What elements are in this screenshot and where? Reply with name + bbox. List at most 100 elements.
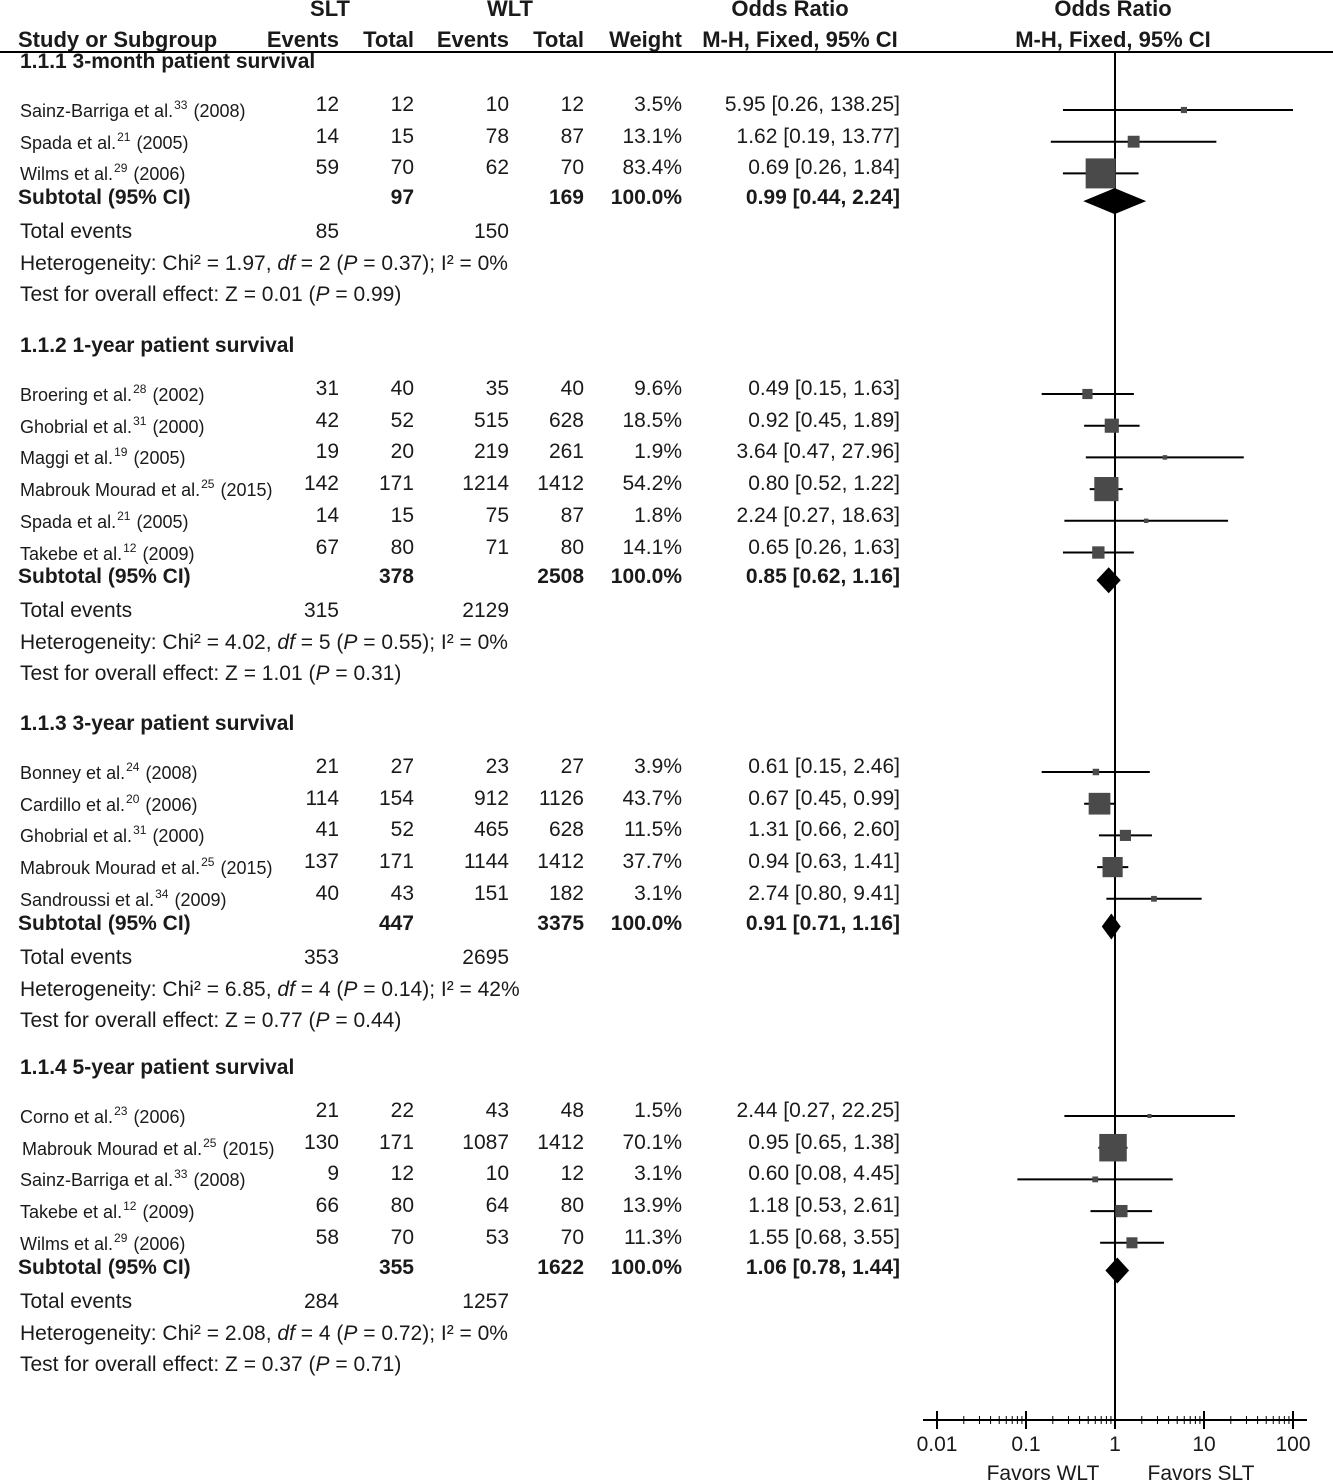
- study-reference: 20: [126, 791, 140, 806]
- weight-cell: 1.9%: [634, 440, 682, 464]
- odds-ratio-cell: 0.49 [0.15, 1.63]: [748, 377, 900, 400]
- subtotal-diamond: [1096, 567, 1121, 594]
- overall-effect-stat: Test for overall effect: Z = 0.37 (P = 0…: [20, 1353, 401, 1377]
- study-year: (2015): [220, 480, 273, 501]
- study-label: Ghobrial et al.31 (2000): [20, 409, 204, 439]
- slt-total-cell: 80: [390, 535, 414, 559]
- study-marker: [1092, 768, 1100, 776]
- study-marker: [1092, 546, 1105, 559]
- odds-ratio-cell: 0.92 [0.45, 1.89]: [748, 408, 900, 432]
- overall-suffix: = 0.31): [329, 662, 402, 686]
- total-events-wlt: 150: [473, 220, 509, 244]
- study-label: Broering et al.28 (2002): [20, 377, 204, 407]
- study-label: Spada et al.21 (2005): [20, 125, 188, 155]
- wlt-group-header: WLT: [486, 0, 533, 21]
- wlt-total-cell: 40: [560, 377, 584, 400]
- study-reference: 29: [114, 1230, 128, 1245]
- weight-cell: 3.1%: [634, 1162, 682, 1186]
- slt-events-cell: 21: [315, 755, 339, 778]
- study-marker: [1102, 857, 1123, 878]
- study-marker: [1088, 792, 1111, 815]
- wlt-total-cell: 182: [548, 881, 584, 905]
- heterogeneity-df: = 4 (: [294, 1321, 344, 1345]
- subtotal-slt-total: 355: [378, 1255, 414, 1279]
- study-reference: 19: [114, 445, 128, 460]
- heterogeneity-prefix: Heterogeneity: Chi² = 1.97,: [20, 252, 278, 276]
- study-marker: [1147, 1113, 1152, 1119]
- study-author: Wilms et al.: [20, 164, 114, 185]
- subtotal-label: Subtotal (95% CI): [18, 186, 191, 210]
- study-label: Wilms et al.29 (2006): [20, 156, 185, 186]
- study-year: (2006): [133, 1107, 186, 1127]
- study-year: (2009): [142, 1202, 195, 1223]
- slt-total-cell: 52: [390, 408, 414, 432]
- slt-events-cell: 130: [303, 1130, 339, 1154]
- subtotal-odds-ratio: 0.99 [0.44, 2.24]: [745, 186, 900, 210]
- favors-left-label: Favors WLT: [987, 1462, 1100, 1481]
- slt-events-cell: 14: [315, 503, 339, 527]
- odds-ratio-cell: 2.24 [0.27, 18.63]: [736, 503, 900, 527]
- slt-total-cell: 15: [390, 503, 414, 527]
- odds-ratio-cell: 0.65 [0.26, 1.63]: [748, 535, 900, 559]
- odds-ratio-cell: 0.94 [0.63, 1.41]: [748, 850, 900, 874]
- study-author: Sainz-Barriga et al.: [20, 1170, 174, 1191]
- study-label: Cardillo et al.20 (2006): [20, 787, 197, 817]
- study-author: Corno et al.: [20, 1107, 114, 1127]
- p-label: P: [315, 283, 330, 307]
- subtotal-weight: 100.0%: [610, 565, 682, 589]
- study-marker: [1082, 388, 1093, 400]
- slt-total-cell: 15: [390, 124, 414, 148]
- wlt-total-cell: 261: [548, 440, 584, 464]
- wlt-events-cell: 53: [485, 1225, 509, 1249]
- total-events-label: Total events: [20, 1289, 133, 1313]
- subtotal-weight: 100.0%: [610, 911, 682, 935]
- total-events-label: Total events: [20, 220, 133, 244]
- wlt-total-cell: 87: [560, 124, 584, 148]
- study-reference: 25: [201, 855, 215, 870]
- study-year: (2002): [152, 385, 205, 405]
- wlt-total-cell: 12: [560, 1162, 584, 1186]
- total-events-wlt: 1257: [462, 1289, 509, 1313]
- wlt-total-cell: 80: [560, 535, 584, 559]
- wlt-total-cell: 628: [548, 408, 584, 432]
- study-author: Spada et al.: [20, 511, 117, 532]
- subtotal-slt-total: 97: [390, 186, 414, 210]
- study-label: Corno et al.23 (2006): [20, 1099, 185, 1129]
- study-marker: [1115, 1204, 1128, 1218]
- study-author: Mabrouk Mourad et al.: [22, 1138, 203, 1159]
- weight-cell: 14.1%: [622, 535, 682, 559]
- slt-events-cell: 9: [327, 1162, 339, 1186]
- study-marker: [1151, 895, 1157, 902]
- study-marker: [1092, 1176, 1099, 1183]
- study-label: Ghobrial et al.31 (2000): [20, 818, 204, 848]
- subtotal-diamond: [1101, 913, 1121, 940]
- weight-cell: 11.3%: [624, 1225, 682, 1249]
- study-label: Takebe et al.12 (2009): [20, 1194, 194, 1224]
- slt-events-cell: 41: [315, 818, 339, 842]
- overall-effect-stat: Test for overall effect: Z = 0.01 (P = 0…: [20, 283, 401, 307]
- total-events-slt: 85: [315, 220, 339, 244]
- study-reference: 34: [155, 886, 169, 901]
- study-label: Mabrouk Mourad et al.25 (2015): [20, 850, 273, 880]
- heterogeneity-df: = 4 (: [294, 977, 344, 1001]
- wlt-events-cell: 219: [473, 440, 509, 464]
- total-events-label: Total events: [20, 945, 133, 969]
- wlt-events-cell: 515: [473, 408, 509, 432]
- study-reference: 33: [174, 98, 188, 112]
- subtotal-label: Subtotal (95% CI): [18, 911, 191, 935]
- subtotal-weight: 100.0%: [610, 1255, 682, 1279]
- or-method-header: M-H, Fixed, 95% CI: [702, 27, 898, 52]
- wlt-total-cell: 1126: [538, 786, 584, 810]
- study-year: (2015): [220, 858, 273, 879]
- study-year: (2005): [133, 448, 186, 469]
- p-label: P: [343, 631, 358, 655]
- study-year: (2006): [133, 164, 186, 185]
- heterogeneity-stat: Heterogeneity: Chi² = 2.08, df = 4 (P = …: [20, 1322, 508, 1346]
- total-events-slt: 315: [303, 599, 339, 623]
- wlt-total-cell: 628: [548, 818, 584, 842]
- subgroup-title: 1.1.4 5-year patient survival: [20, 1056, 295, 1079]
- odds-ratio-cell: 1.62 [0.19, 13.77]: [736, 124, 900, 148]
- weight-cell: 3.9%: [634, 755, 682, 778]
- slt-total-cell: 43: [390, 881, 414, 905]
- odds-ratio-cell: 5.95 [0.26, 138.25]: [724, 93, 900, 116]
